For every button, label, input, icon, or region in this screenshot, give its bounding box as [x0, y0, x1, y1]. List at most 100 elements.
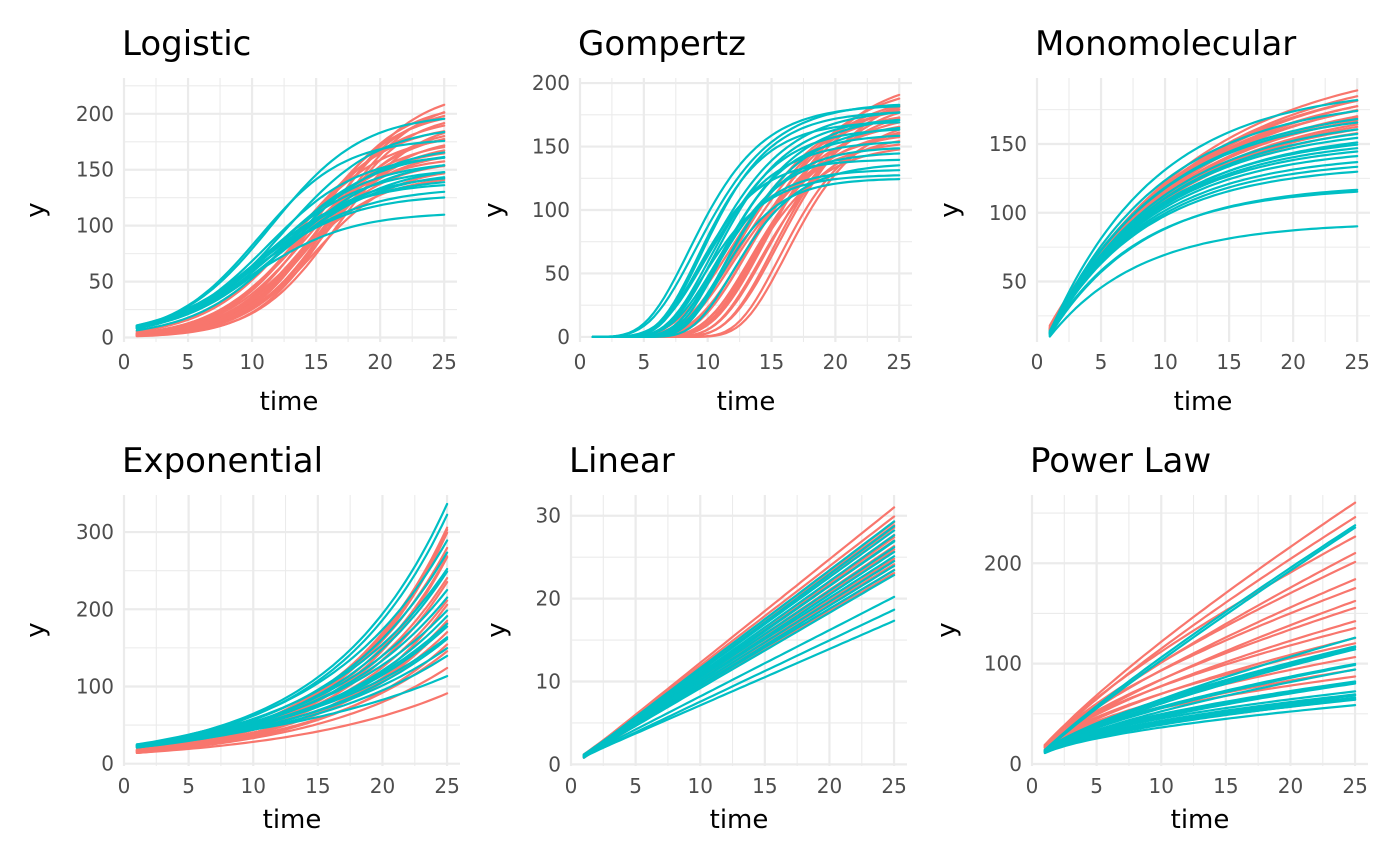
y-tick-label: 100	[532, 198, 570, 222]
x-axis-label: time	[1174, 387, 1233, 417]
y-tick-label: 100	[76, 214, 114, 238]
series-line	[135, 177, 446, 330]
series-line	[1048, 143, 1359, 333]
x-tick-label: 5	[1090, 774, 1103, 798]
y-tick-label: 50	[89, 270, 114, 294]
series-group-2	[135, 117, 446, 332]
panel-title: Power Law	[1030, 441, 1211, 481]
x-tick-label: 20	[370, 774, 395, 798]
y-tick-label: 150	[989, 132, 1027, 156]
series-group-2	[1043, 524, 1357, 755]
y-tick-label: 300	[76, 520, 114, 544]
series-line	[1043, 662, 1357, 752]
y-axis-label: y	[935, 202, 965, 217]
series-line	[135, 692, 449, 755]
x-tick-label: 25	[431, 350, 456, 374]
series-line	[1043, 663, 1357, 753]
x-axis-label: time	[263, 805, 322, 835]
y-tick-label: 0	[101, 752, 114, 776]
series-line	[1043, 690, 1357, 752]
y-tick-label: 200	[532, 71, 570, 95]
y-tick-label: 50	[545, 261, 570, 285]
x-tick-label: 0	[574, 350, 587, 374]
x-tick-label: 15	[305, 774, 330, 798]
series-line	[135, 213, 446, 328]
series-line	[582, 573, 896, 758]
y-axis-label: y	[482, 622, 512, 637]
x-tick-label: 0	[565, 774, 578, 798]
y-tick-label: 0	[557, 325, 570, 349]
x-tick-label: 10	[1149, 774, 1174, 798]
x-tick-label: 10	[239, 350, 264, 374]
series-line	[582, 619, 896, 758]
series-group-2	[1048, 98, 1359, 338]
x-tick-label: 0	[1031, 350, 1044, 374]
x-tick-label: 5	[182, 774, 195, 798]
x-axis-label: time	[717, 387, 776, 417]
x-tick-label: 0	[118, 774, 131, 798]
series-line	[1048, 170, 1359, 334]
x-tick-label: 5	[637, 350, 650, 374]
x-tick-label: 15	[303, 350, 328, 374]
series-line	[135, 654, 449, 748]
series-line	[135, 539, 449, 746]
x-tick-label: 10	[1152, 350, 1177, 374]
x-tick-label: 5	[629, 774, 642, 798]
x-axis-label: time	[260, 387, 319, 417]
series-line	[1048, 121, 1359, 335]
y-tick-label: 100	[989, 201, 1027, 225]
x-tick-label: 10	[241, 774, 266, 798]
series-line	[1048, 190, 1359, 335]
panel-logistic: 0 5 10 15 20 25 0 50 100 150 200 Logistic time y	[21, 24, 457, 417]
x-axis-label: time	[710, 805, 769, 835]
x-tick-label: 25	[434, 774, 459, 798]
y-tick-label: 0	[548, 752, 561, 776]
x-tick-label: 15	[1216, 350, 1241, 374]
series-line	[1043, 526, 1357, 753]
x-axis-label: time	[1171, 805, 1230, 835]
series-line	[1043, 703, 1357, 755]
x-tick-label: 20	[823, 350, 848, 374]
x-tick-label: 20	[367, 350, 392, 374]
x-tick-label: 10	[688, 774, 713, 798]
x-tick-label: 15	[752, 774, 777, 798]
panel-exponential: 0 5 10 15 20 25 0 100 200 300 Exponential time y	[21, 441, 460, 835]
series-line	[591, 174, 901, 338]
series-line	[1043, 620, 1357, 749]
x-tick-label: 15	[759, 350, 784, 374]
series-line	[135, 139, 446, 328]
y-tick-label: 20	[536, 587, 561, 611]
y-tick-label: 150	[532, 135, 570, 159]
x-tick-label: 5	[1095, 350, 1108, 374]
series-group-2	[591, 103, 901, 338]
panel-title: Logistic	[122, 24, 251, 64]
series-line	[1043, 535, 1357, 747]
panel-title: Linear	[569, 441, 675, 481]
y-tick-label: 0	[1009, 752, 1022, 776]
series-line	[1048, 109, 1359, 335]
series-line	[1043, 524, 1357, 752]
y-axis-label: y	[932, 622, 962, 637]
series-line	[582, 540, 896, 756]
x-tick-label: 20	[1280, 350, 1305, 374]
series-line	[1043, 645, 1357, 752]
x-tick-label: 0	[1026, 774, 1039, 798]
series-line	[1043, 694, 1357, 754]
series-line	[135, 160, 446, 335]
series-line	[582, 595, 896, 758]
series-line	[1048, 98, 1359, 334]
x-tick-label: 25	[1344, 350, 1369, 374]
panel-title: Monomolecular	[1035, 24, 1296, 64]
x-tick-label: 10	[695, 350, 720, 374]
series-group-1	[1043, 501, 1357, 750]
panel-title: Gompertz	[578, 24, 746, 64]
series-line	[1043, 560, 1357, 748]
panel-linear: 0 5 10 15 20 25 0 10 20 30 Linear time y	[482, 441, 907, 835]
series-line	[1043, 646, 1357, 753]
x-tick-label: 0	[118, 350, 131, 374]
y-tick-label: 200	[76, 597, 114, 621]
series-line	[135, 650, 449, 753]
x-tick-label: 15	[1213, 774, 1238, 798]
series-line	[1043, 606, 1357, 748]
